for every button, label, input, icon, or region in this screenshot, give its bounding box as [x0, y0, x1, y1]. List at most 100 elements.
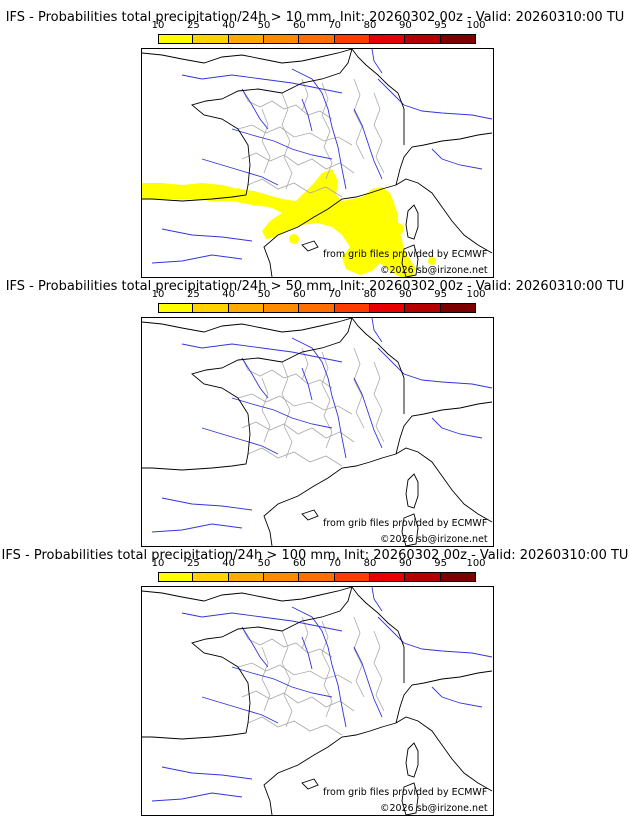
- colorbar-cell: [370, 303, 406, 313]
- river-line: [301, 367, 313, 401]
- colorbar-tick-label: 60: [292, 20, 306, 31]
- colorbar-cell: [228, 34, 264, 44]
- river-line: [161, 497, 253, 511]
- river-line: [371, 587, 383, 612]
- admin-border: [281, 361, 293, 459]
- map-frame: from grib files provided by ECMWF ©2026 …: [141, 48, 494, 278]
- river-line: [161, 228, 253, 242]
- colorbar-cell: [370, 572, 406, 582]
- colorbar-tick-label: 95: [434, 20, 448, 31]
- precipitation-cell: [392, 223, 404, 235]
- river-line: [151, 523, 243, 533]
- colorbar-tick-label: 10: [151, 20, 165, 31]
- river-line: [241, 626, 269, 668]
- colorbar-cell: [264, 572, 300, 582]
- colorbar-tick-label: 100: [466, 20, 486, 31]
- admin-border: [261, 377, 271, 443]
- colorbar-tick-label: 90: [398, 20, 412, 31]
- admin-border: [301, 616, 309, 650]
- coastline: [395, 178, 493, 254]
- map-panel-2: IFS - Probabilities total precipitation/…: [0, 279, 630, 549]
- panel-title: IFS - Probabilities total precipitation/…: [5, 279, 625, 294]
- colorbar-cell: [370, 34, 406, 44]
- river-line: [201, 427, 279, 455]
- map-svg: [142, 49, 493, 277]
- river-line: [431, 148, 483, 170]
- colorbar-cell: [440, 572, 476, 582]
- river-line: [151, 254, 243, 264]
- admin-border: [241, 690, 355, 712]
- coastline: [263, 453, 397, 546]
- admin-border: [237, 393, 353, 415]
- river-line: [431, 686, 483, 708]
- admin-border: [353, 616, 365, 698]
- admin-border: [237, 662, 353, 684]
- colorbar-cell: [440, 303, 476, 313]
- river-line: [353, 108, 383, 180]
- admin-border: [301, 347, 309, 381]
- admin-border: [353, 78, 365, 160]
- colorbar: 10 25 40 50 60 70 80 90 95 100: [152, 20, 486, 44]
- admin-border: [301, 78, 309, 112]
- colorbar-cell: [334, 303, 370, 313]
- river-line: [301, 636, 313, 670]
- colorbar: 10 25 40 50 60 70 80 90 95 100: [152, 289, 486, 313]
- admin-border: [241, 152, 355, 174]
- copyright-credit: ©2026 sb@irizone.net: [380, 265, 488, 276]
- river-line: [377, 616, 493, 658]
- colorbar-tick-label: 70: [328, 289, 342, 300]
- river-line: [181, 74, 343, 94]
- admin-border: [261, 108, 271, 174]
- grib-credit: from grib files provided by ECMWF: [323, 787, 488, 798]
- river-line: [201, 696, 279, 724]
- island-outline: [405, 473, 419, 509]
- island-outline: [401, 782, 419, 815]
- colorbar-cell: [334, 572, 370, 582]
- river-line: [371, 49, 383, 74]
- coastline: [351, 587, 405, 683]
- admin-border: [373, 630, 385, 712]
- admin-border: [247, 178, 343, 198]
- coastline: [263, 722, 397, 815]
- admin-border: [281, 92, 293, 190]
- river-line: [241, 88, 269, 130]
- colorbar-tick-label: 95: [434, 558, 448, 569]
- island-outline: [301, 240, 319, 252]
- colorbar-cell: [158, 572, 194, 582]
- colorbar-cell: [158, 303, 194, 313]
- island-outline: [301, 778, 319, 790]
- map-frame: from grib files provided by ECMWF ©2026 …: [141, 317, 494, 547]
- coastline: [395, 401, 493, 455]
- river-line: [201, 158, 279, 186]
- colorbar-tick-label: 70: [328, 558, 342, 569]
- colorbar-tick-label: 40: [222, 558, 236, 569]
- river-line: [161, 766, 253, 780]
- colorbar-tick-label: 100: [466, 289, 486, 300]
- colorbar-tick-label: 25: [186, 558, 200, 569]
- river-line: [377, 347, 493, 389]
- colorbar-tick-label: 90: [398, 289, 412, 300]
- colorbar-tick-label: 40: [222, 20, 236, 31]
- grib-credit: from grib files provided by ECMWF: [323, 518, 488, 529]
- island-outline: [405, 742, 419, 778]
- coastline: [395, 670, 493, 724]
- colorbar-cell: [264, 303, 300, 313]
- colorbar-cell: [193, 572, 229, 582]
- colorbar-cell: [405, 34, 441, 44]
- colorbar-tick-label: 100: [466, 558, 486, 569]
- colorbar-tick-label: 90: [398, 558, 412, 569]
- colorbar-tick-label: 70: [328, 20, 342, 31]
- admin-border: [373, 92, 385, 174]
- island-outline: [405, 204, 419, 240]
- island-outline: [301, 509, 319, 521]
- admin-border: [247, 716, 343, 736]
- coastline: [142, 318, 353, 333]
- coastline: [142, 49, 353, 202]
- coastline: [142, 587, 353, 602]
- island-outline: [401, 513, 419, 546]
- colorbar-tick-label: 80: [363, 289, 377, 300]
- colorbar-tick-label: 50: [257, 289, 271, 300]
- colorbar-tick-label: 40: [222, 289, 236, 300]
- river-line: [291, 337, 347, 459]
- admin-border: [237, 124, 353, 146]
